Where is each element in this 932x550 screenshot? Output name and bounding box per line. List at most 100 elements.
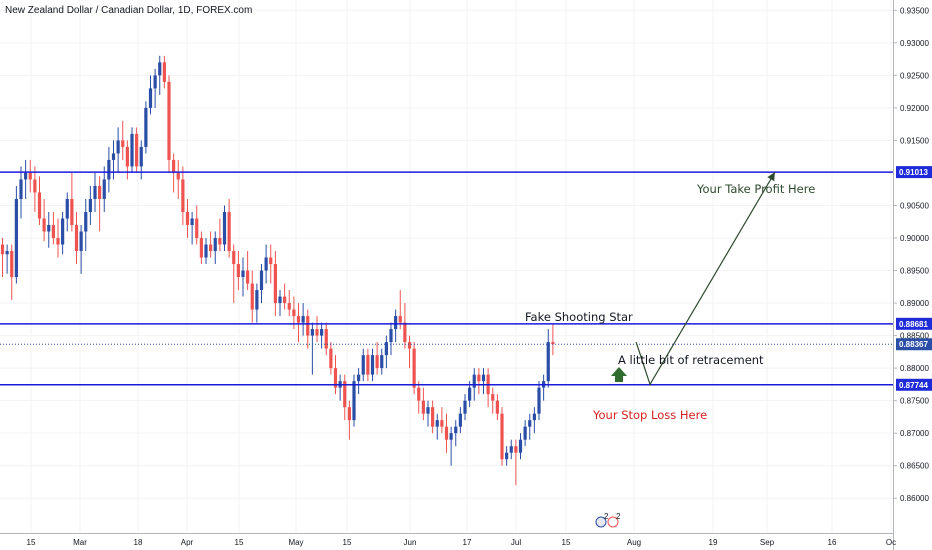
candle[interactable] bbox=[407, 335, 412, 369]
candle[interactable] bbox=[167, 75, 171, 173]
candle[interactable] bbox=[33, 166, 37, 212]
candle[interactable] bbox=[162, 55, 166, 89]
candle[interactable] bbox=[250, 270, 254, 323]
candle[interactable] bbox=[505, 446, 509, 466]
candle[interactable] bbox=[380, 348, 384, 375]
candle[interactable] bbox=[500, 407, 504, 466]
candle[interactable] bbox=[24, 159, 28, 199]
candle[interactable] bbox=[343, 374, 347, 421]
candle[interactable] bbox=[222, 205, 227, 252]
candle[interactable] bbox=[125, 140, 129, 180]
candle[interactable] bbox=[477, 368, 481, 395]
candle[interactable] bbox=[5, 244, 9, 274]
candle[interactable] bbox=[412, 342, 416, 395]
candle[interactable] bbox=[532, 407, 536, 434]
candle[interactable] bbox=[209, 231, 213, 258]
candle[interactable] bbox=[514, 439, 518, 486]
candle[interactable] bbox=[523, 420, 527, 447]
candle[interactable] bbox=[74, 211, 79, 265]
candle[interactable] bbox=[394, 309, 398, 343]
candle[interactable] bbox=[509, 439, 513, 460]
candle[interactable] bbox=[246, 251, 250, 291]
candle[interactable] bbox=[88, 185, 92, 225]
candle[interactable] bbox=[273, 251, 277, 317]
candle[interactable] bbox=[426, 400, 430, 427]
candle[interactable] bbox=[347, 400, 351, 440]
candle[interactable] bbox=[375, 342, 379, 375]
candle[interactable] bbox=[79, 224, 83, 274]
trade-path[interactable] bbox=[635, 171, 776, 386]
take-profit-label[interactable]: Your Take Profit Here bbox=[696, 182, 815, 196]
candle[interactable] bbox=[264, 244, 268, 284]
candle[interactable] bbox=[324, 322, 328, 356]
trade-path-line[interactable] bbox=[635, 171, 776, 386]
candle[interactable] bbox=[283, 283, 287, 310]
level-lines[interactable] bbox=[0, 171, 893, 386]
candle[interactable] bbox=[37, 176, 42, 225]
time-axis[interactable]: 15 Mar 18 Apr 15 May 15 Jun 17 Jul 15 Aug 19 Sep 16 Oc bbox=[27, 538, 897, 547]
candle[interactable] bbox=[403, 303, 407, 349]
retracement-label[interactable]: A little bit of retracement bbox=[618, 353, 764, 367]
candle[interactable] bbox=[259, 264, 264, 304]
candle[interactable] bbox=[195, 205, 199, 245]
candle[interactable] bbox=[10, 244, 14, 300]
candle[interactable] bbox=[370, 348, 375, 382]
candle[interactable] bbox=[218, 218, 222, 252]
candle[interactable] bbox=[440, 407, 444, 434]
candle[interactable] bbox=[449, 426, 453, 466]
candle[interactable] bbox=[61, 211, 65, 255]
candle[interactable] bbox=[542, 374, 546, 401]
candle[interactable] bbox=[190, 211, 194, 245]
candle[interactable] bbox=[315, 316, 319, 343]
fake-shooting-star-label[interactable]: Fake Shooting Star bbox=[525, 310, 633, 324]
candle[interactable] bbox=[176, 159, 180, 199]
candle[interactable] bbox=[528, 413, 532, 440]
candle[interactable] bbox=[158, 55, 162, 95]
candle[interactable] bbox=[70, 172, 74, 232]
candle[interactable] bbox=[116, 127, 120, 173]
candle[interactable] bbox=[463, 394, 467, 421]
candle[interactable] bbox=[458, 407, 462, 434]
candle[interactable] bbox=[172, 153, 176, 193]
candle[interactable] bbox=[255, 283, 259, 323]
candle[interactable] bbox=[357, 368, 361, 395]
candle[interactable] bbox=[491, 387, 495, 414]
candle[interactable] bbox=[421, 387, 425, 421]
stop-loss-label[interactable]: Your Stop Loss Here bbox=[592, 408, 707, 422]
candle[interactable] bbox=[269, 244, 273, 284]
candle[interactable] bbox=[551, 323, 555, 356]
candle[interactable] bbox=[47, 211, 51, 248]
candle[interactable] bbox=[481, 368, 486, 395]
candle[interactable] bbox=[139, 140, 143, 180]
candle[interactable] bbox=[296, 303, 301, 343]
candle[interactable] bbox=[389, 322, 393, 356]
candle[interactable] bbox=[93, 172, 97, 212]
candle[interactable] bbox=[98, 176, 102, 232]
candle[interactable] bbox=[495, 394, 499, 421]
candle[interactable] bbox=[227, 198, 231, 258]
price-axis[interactable]: 0.86000 0.86500 0.87000 0.87500 0.88000 0.885… bbox=[893, 6, 929, 503]
candle[interactable] bbox=[366, 348, 370, 382]
candle[interactable] bbox=[417, 381, 421, 414]
candle[interactable] bbox=[111, 140, 116, 180]
candle[interactable] bbox=[486, 368, 490, 408]
candle[interactable] bbox=[144, 101, 148, 154]
candle[interactable] bbox=[28, 159, 32, 193]
candle[interactable] bbox=[185, 198, 190, 239]
candle[interactable] bbox=[121, 120, 125, 160]
candle[interactable] bbox=[241, 257, 245, 297]
candle[interactable] bbox=[14, 185, 18, 284]
candle[interactable] bbox=[204, 238, 208, 265]
candle[interactable] bbox=[301, 303, 305, 336]
candle[interactable] bbox=[51, 211, 55, 245]
candle[interactable] bbox=[0, 238, 5, 278]
candle[interactable] bbox=[232, 244, 236, 304]
candle[interactable] bbox=[65, 192, 69, 232]
candle[interactable] bbox=[537, 381, 541, 421]
candle[interactable] bbox=[518, 433, 523, 460]
candle[interactable] bbox=[236, 251, 240, 291]
candle[interactable] bbox=[444, 413, 449, 453]
candle[interactable] bbox=[398, 290, 402, 330]
candle[interactable] bbox=[287, 290, 291, 317]
candle[interactable] bbox=[199, 231, 203, 265]
